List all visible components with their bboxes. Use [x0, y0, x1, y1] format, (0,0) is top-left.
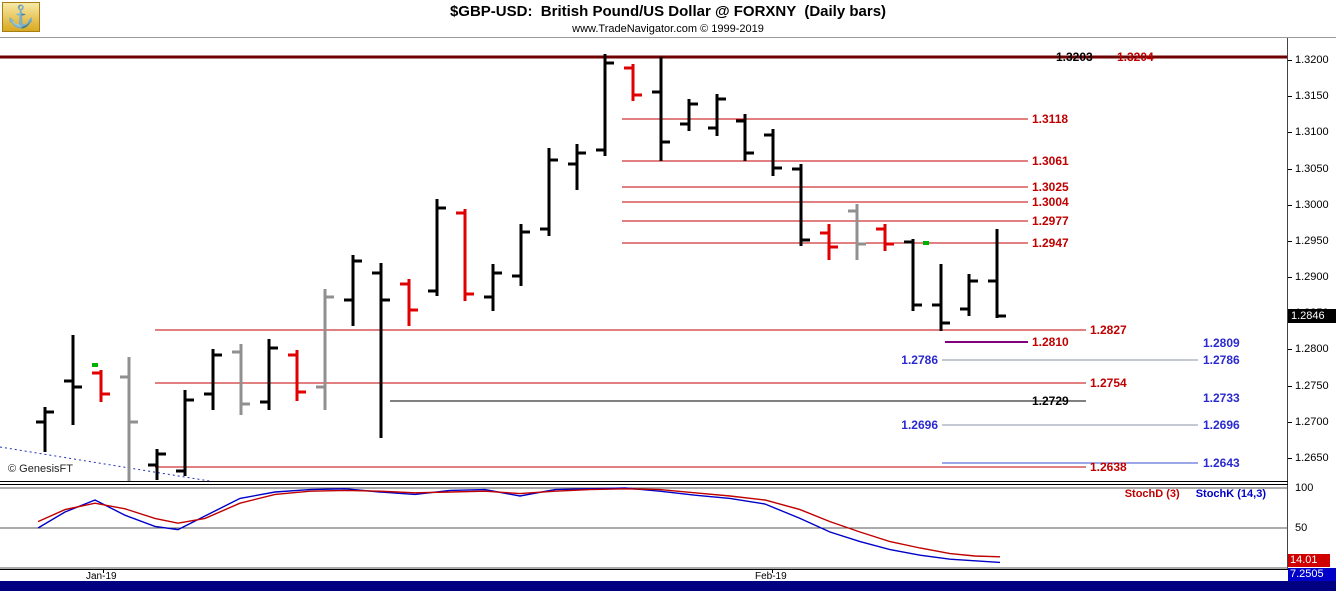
ohlc-bar[interactable] — [960, 274, 978, 316]
ohlc-bar[interactable] — [232, 344, 250, 415]
stoch-tick-label: 100 — [1295, 482, 1314, 494]
anchor-icon: ⚓ — [7, 4, 35, 29]
ohlc-bar[interactable] — [512, 224, 530, 286]
price-tick-label: 1.2750 — [1295, 380, 1329, 392]
ohlc-bar[interactable] — [148, 449, 166, 480]
ohlc-bar[interactable] — [792, 164, 810, 246]
ohlc-bar[interactable] — [736, 114, 754, 161]
price-tick-label: 1.3050 — [1295, 163, 1329, 175]
ohlc-bar[interactable] — [428, 199, 446, 296]
axis-separator — [1287, 38, 1288, 581]
chart-title: $GBP-USD: British Pound/US Dollar @ FORX… — [449, 3, 887, 20]
price-tick-label: 1.3000 — [1295, 199, 1329, 211]
ohlc-bar[interactable] — [708, 94, 726, 136]
ohlc-bar[interactable] — [36, 407, 54, 452]
ohlc-bar[interactable] — [820, 224, 838, 260]
chart-header: $GBP-USD: British Pound/US Dollar @ FORX… — [0, 3, 1336, 35]
chart-subtitle: www.TradeNavigator.com © 1999-2019 — [572, 23, 764, 35]
ohlc-bar[interactable] — [92, 363, 110, 402]
stoch-canvas[interactable] — [0, 485, 1288, 569]
ohlc-bar[interactable] — [484, 264, 502, 311]
stoch-axis: 100 50 — [1288, 482, 1336, 570]
ohlc-bar[interactable] — [372, 263, 390, 438]
date-axis[interactable]: Jan-19 Feb-19 — [0, 570, 1288, 582]
genesis-anchor-logo: ⚓ — [2, 2, 40, 32]
price-tick-mark — [1288, 60, 1292, 61]
date-tick-mark — [772, 570, 773, 573]
price-tick-label: 1.2650 — [1295, 452, 1329, 464]
trendline[interactable] — [0, 446, 228, 481]
ohlc-bar[interactable] — [176, 390, 194, 476]
price-tick-label: 1.2700 — [1295, 416, 1329, 428]
price-tick-mark — [1288, 458, 1292, 459]
price-tick-label: 1.2900 — [1295, 271, 1329, 283]
price-chart-panel[interactable]: 1.3203 1.3204 1.3118 1.3061 1.3025 1.3004 1.29… — [0, 38, 1288, 482]
stoch-panel[interactable]: StochD (3) StochK (14,3) — [0, 484, 1288, 570]
ohlc-bar[interactable] — [680, 99, 698, 131]
price-tick-mark — [1288, 132, 1292, 133]
ohlc-bar[interactable] — [904, 239, 929, 311]
ohlc-bar[interactable] — [932, 264, 950, 331]
ohlc-bar[interactable] — [764, 129, 782, 176]
ohlc-bar[interactable] — [988, 229, 1006, 318]
stochk-value-badge: 7.2505 — [1288, 568, 1336, 581]
green-tick-marker — [92, 363, 98, 367]
price-tick-mark — [1288, 277, 1292, 278]
ohlc-bar[interactable] — [400, 279, 418, 326]
price-tick-label: 1.3150 — [1295, 90, 1329, 102]
price-tick-label: 1.2800 — [1295, 343, 1329, 355]
ohlc-bar[interactable] — [848, 204, 866, 260]
current-price-badge: 1.2846 — [1288, 309, 1336, 323]
ohlc-bar[interactable] — [120, 357, 138, 481]
ohlc-bar[interactable] — [316, 289, 334, 410]
stoch-tick-label: 50 — [1295, 522, 1308, 534]
ohlc-bar[interactable] — [624, 64, 642, 101]
green-tick-marker — [923, 241, 929, 245]
price-tick-mark — [1288, 241, 1292, 242]
price-tick-mark — [1288, 96, 1292, 97]
stoch-legend: StochD (3) StochK (14,3) — [1125, 488, 1266, 500]
stoch-k-line — [37, 487, 1001, 564]
date-label: Feb-19 — [755, 571, 787, 582]
ohlc-bar[interactable] — [204, 349, 222, 410]
price-tick-label: 1.3200 — [1295, 54, 1329, 66]
ohlc-bar[interactable] — [64, 335, 82, 425]
price-tick-label: 1.3100 — [1295, 126, 1329, 138]
price-tick-mark — [1288, 205, 1292, 206]
ohlc-bar[interactable] — [344, 255, 362, 326]
ohlc-bar[interactable] — [540, 148, 558, 236]
price-tick-mark — [1288, 422, 1292, 423]
price-tick-mark — [1288, 349, 1292, 350]
date-tick-mark — [103, 570, 104, 573]
stochk-legend-label[interactable]: StochK (14,3) — [1195, 488, 1266, 500]
date-label: Jan-19 — [86, 571, 117, 582]
ohlc-bar[interactable] — [260, 339, 278, 410]
ohlc-bar[interactable] — [652, 57, 670, 161]
price-tick-label: 1.2950 — [1295, 235, 1329, 247]
bottom-scrollbar[interactable] — [0, 581, 1336, 591]
price-tick-mark — [1288, 169, 1292, 170]
ohlc-bar[interactable] — [568, 144, 586, 190]
ohlc-bar[interactable] — [288, 350, 306, 401]
ohlc-bar[interactable] — [456, 209, 474, 301]
panel-top-border — [0, 37, 1336, 38]
ohlc-bar[interactable] — [596, 54, 614, 156]
ohlc-bar[interactable] — [876, 224, 894, 251]
stochd-legend-label[interactable]: StochD (3) — [1124, 488, 1180, 500]
watermark: © GenesisFT — [8, 463, 73, 475]
price-axis[interactable]: 1.3200 1.3150 1.3100 1.3050 1.3000 1.2950 1.29… — [1288, 38, 1336, 482]
price-chart-canvas[interactable] — [0, 38, 1288, 481]
price-tick-mark — [1288, 386, 1292, 387]
stoch-d-line — [37, 488, 1001, 558]
stochd-value-badge: 14.01 — [1288, 554, 1330, 567]
